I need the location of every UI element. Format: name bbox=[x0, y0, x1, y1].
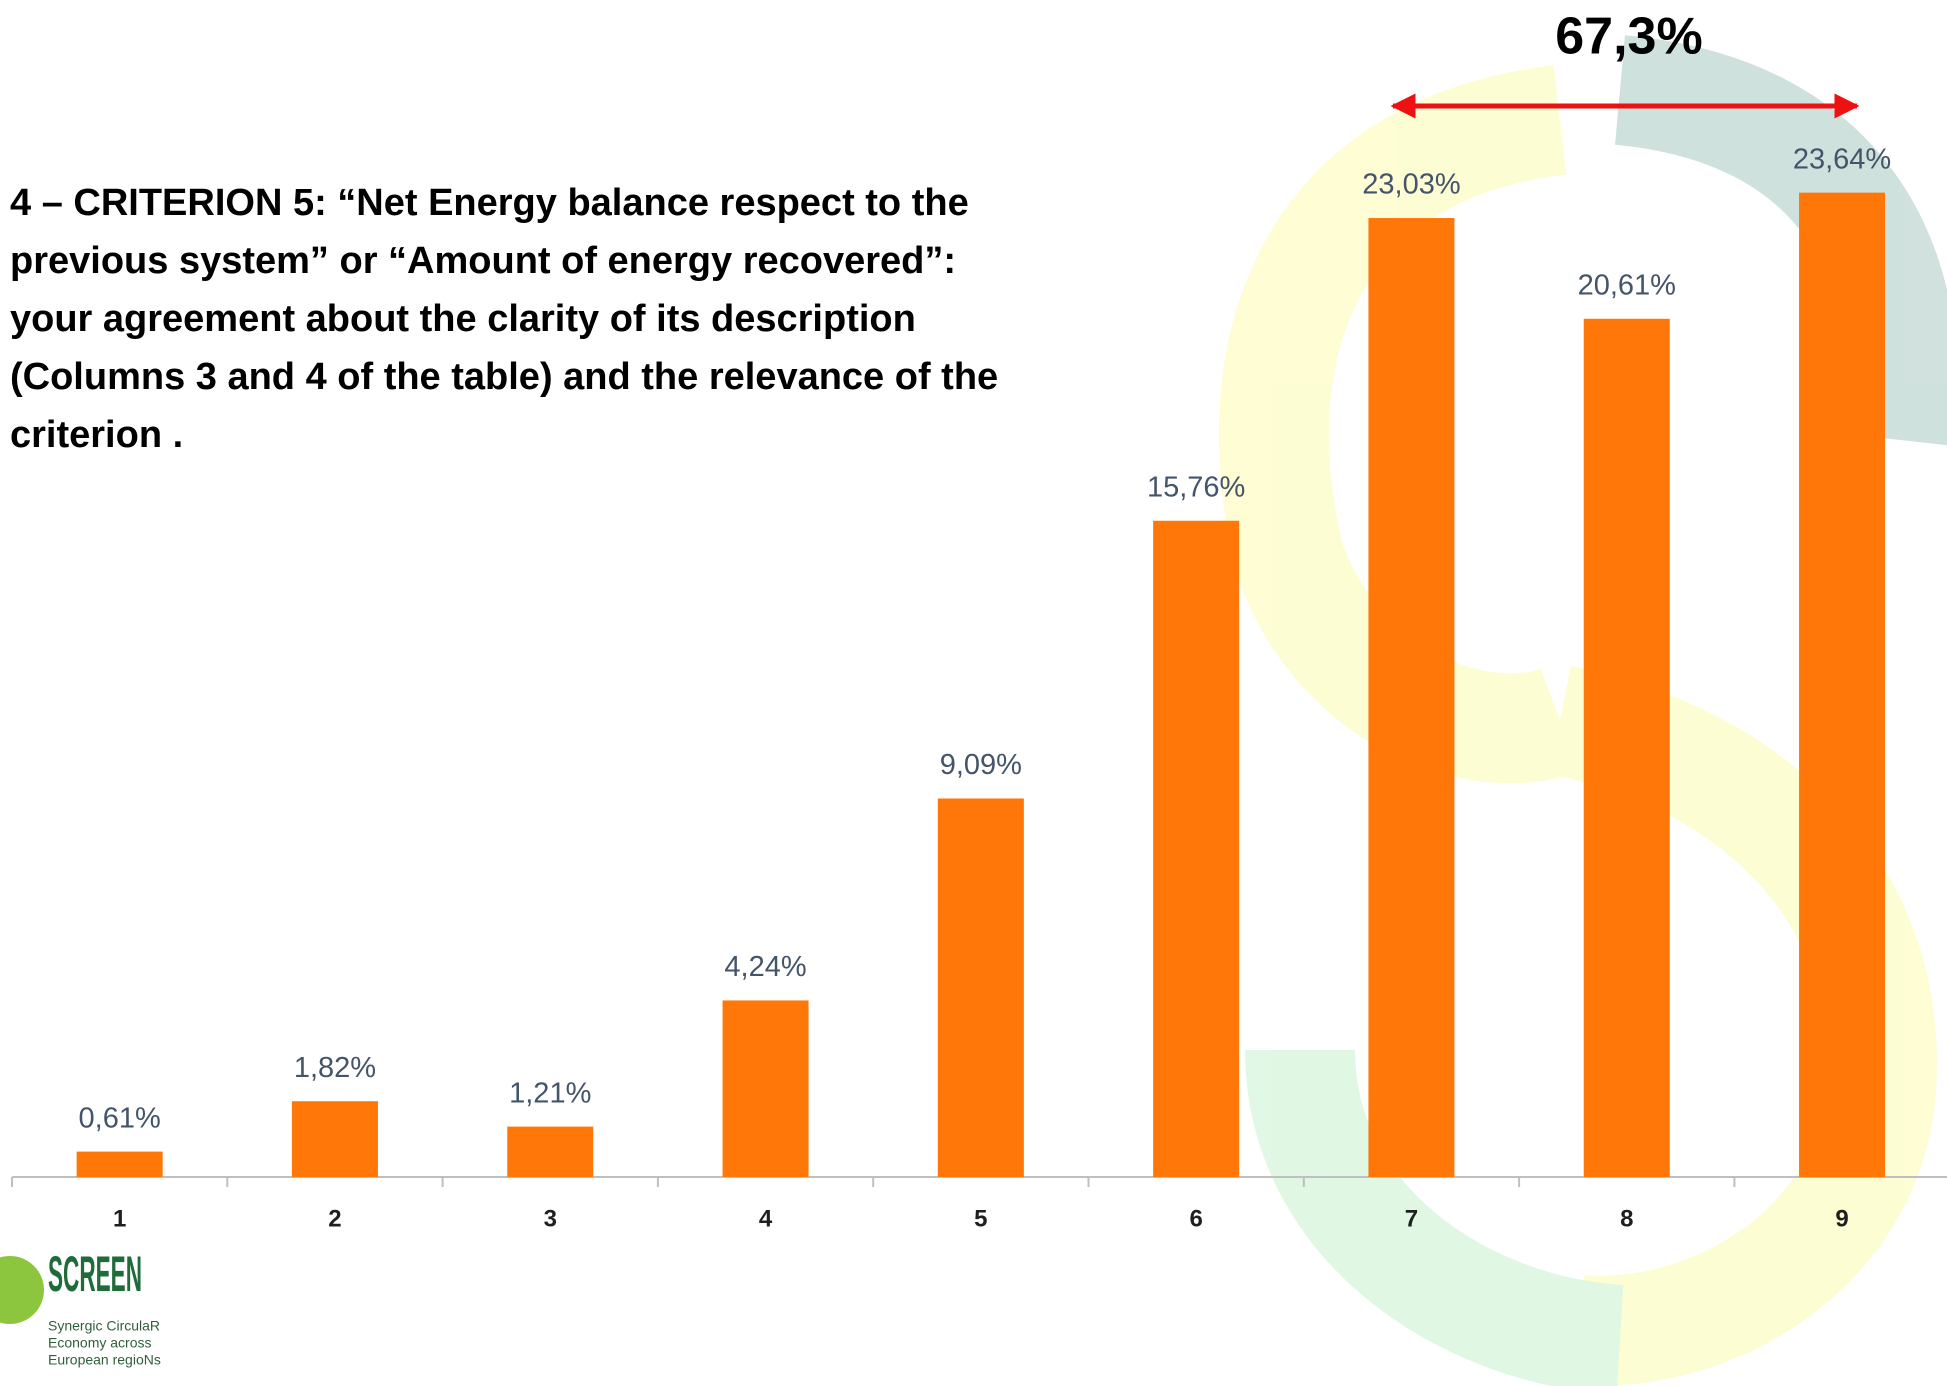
value-label: 9,09% bbox=[940, 749, 1022, 781]
bar bbox=[722, 1000, 809, 1177]
x-tick-label: 5 bbox=[974, 1205, 987, 1232]
value-label: 20,61% bbox=[1578, 269, 1676, 301]
value-label: 15,76% bbox=[1147, 471, 1245, 503]
logo-name: SCREEN bbox=[48, 1246, 142, 1302]
bar bbox=[291, 1101, 378, 1177]
x-tick-label: 6 bbox=[1189, 1205, 1202, 1232]
chart-title: 4 – CRITERION 5: “Net Energy balance res… bbox=[10, 182, 969, 224]
value-label: 23,03% bbox=[1362, 169, 1460, 201]
x-tick-label: 3 bbox=[544, 1205, 557, 1232]
chart-title: (Columns 3 and 4 of the table) and the r… bbox=[10, 356, 998, 398]
value-label: 1,82% bbox=[294, 1052, 376, 1084]
bar bbox=[507, 1126, 594, 1177]
logo-tagline: European regioNs bbox=[48, 1352, 161, 1368]
bar bbox=[1368, 218, 1455, 1177]
x-tick-label: 9 bbox=[1835, 1205, 1848, 1232]
annotation: 67,3% bbox=[1555, 8, 1702, 66]
logo-tagline: Economy across bbox=[48, 1335, 151, 1351]
value-label: 0,61% bbox=[79, 1102, 161, 1134]
bar bbox=[76, 1151, 163, 1177]
value-label: 23,64% bbox=[1793, 143, 1891, 175]
chart-title: your agreement about the clarity of its … bbox=[10, 298, 916, 340]
chart-title: previous system” or “Amount of energy re… bbox=[10, 240, 956, 282]
chart-title: criterion . bbox=[10, 414, 183, 456]
x-tick-label: 7 bbox=[1405, 1205, 1418, 1232]
bar bbox=[1583, 318, 1670, 1178]
x-tick-label: 4 bbox=[759, 1205, 773, 1232]
bar bbox=[937, 798, 1024, 1177]
logo: SCREEN Synergic CirculaR Economy across … bbox=[0, 1246, 161, 1368]
logo-tagline: Synergic CirculaR bbox=[48, 1318, 160, 1334]
bar bbox=[1153, 520, 1240, 1177]
value-label: 1,21% bbox=[509, 1077, 591, 1109]
x-tick-label: 1 bbox=[113, 1205, 126, 1232]
x-tick-label: 2 bbox=[328, 1205, 341, 1232]
logo-icon bbox=[0, 1256, 44, 1324]
bar bbox=[1799, 192, 1886, 1178]
value-label: 4,24% bbox=[724, 951, 806, 983]
x-tick-label: 8 bbox=[1620, 1205, 1633, 1232]
